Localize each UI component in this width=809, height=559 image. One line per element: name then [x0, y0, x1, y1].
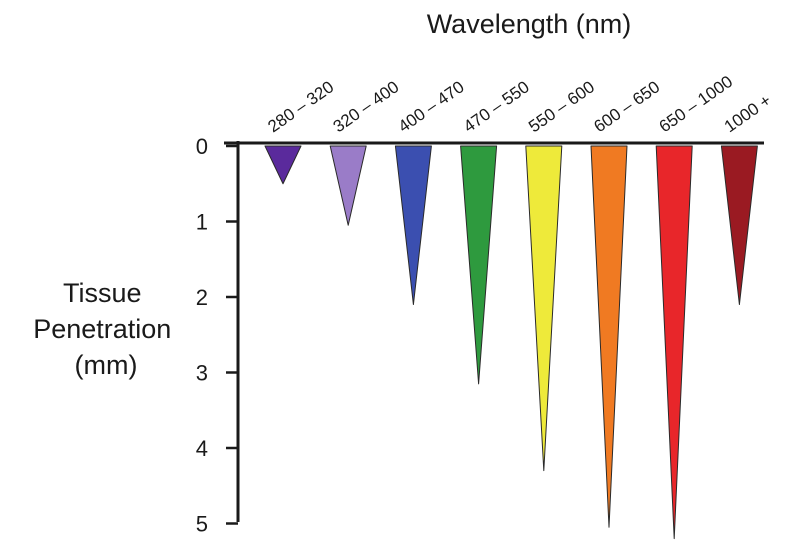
- y-axis-label-line-1: Tissue: [63, 278, 142, 308]
- y-tick-label-3: 3: [196, 361, 208, 386]
- y-axis-label-line-2: Penetration: [33, 314, 171, 344]
- chart-title: Wavelength (nm): [427, 9, 632, 39]
- category-label-6: 600 – 650: [590, 77, 663, 136]
- category-label-3: 400 – 470: [395, 77, 468, 136]
- category-label-5: 550 – 600: [525, 77, 598, 136]
- bar-3: [394, 145, 432, 306]
- y-axis-label-line-3: (mm): [75, 350, 138, 380]
- bar-2: [329, 145, 367, 226]
- bar-7: [655, 145, 693, 540]
- bar-1: [264, 145, 302, 185]
- y-tick-label-5: 5: [196, 512, 208, 537]
- bar-6: [590, 145, 628, 528]
- y-tick-label-0: 0: [196, 134, 208, 159]
- category-label-2: 320 – 400: [330, 77, 403, 136]
- y-tick-label-1: 1: [196, 210, 208, 235]
- category-label-1: 280 – 320: [264, 77, 337, 136]
- bar-5: [525, 145, 563, 472]
- y-axis-label: Tissue Penetration (mm): [33, 278, 179, 380]
- y-tick-label-4: 4: [196, 436, 208, 461]
- y-axis-ticks: 0 1 2 3 4 5: [196, 134, 238, 537]
- category-label-4: 470 – 550: [460, 77, 533, 136]
- bar-8: [720, 145, 758, 306]
- bar-4: [460, 145, 498, 385]
- y-tick-label-2: 2: [196, 285, 208, 310]
- category-label-8: 1000 +: [721, 91, 775, 137]
- penetration-bars: [264, 145, 758, 540]
